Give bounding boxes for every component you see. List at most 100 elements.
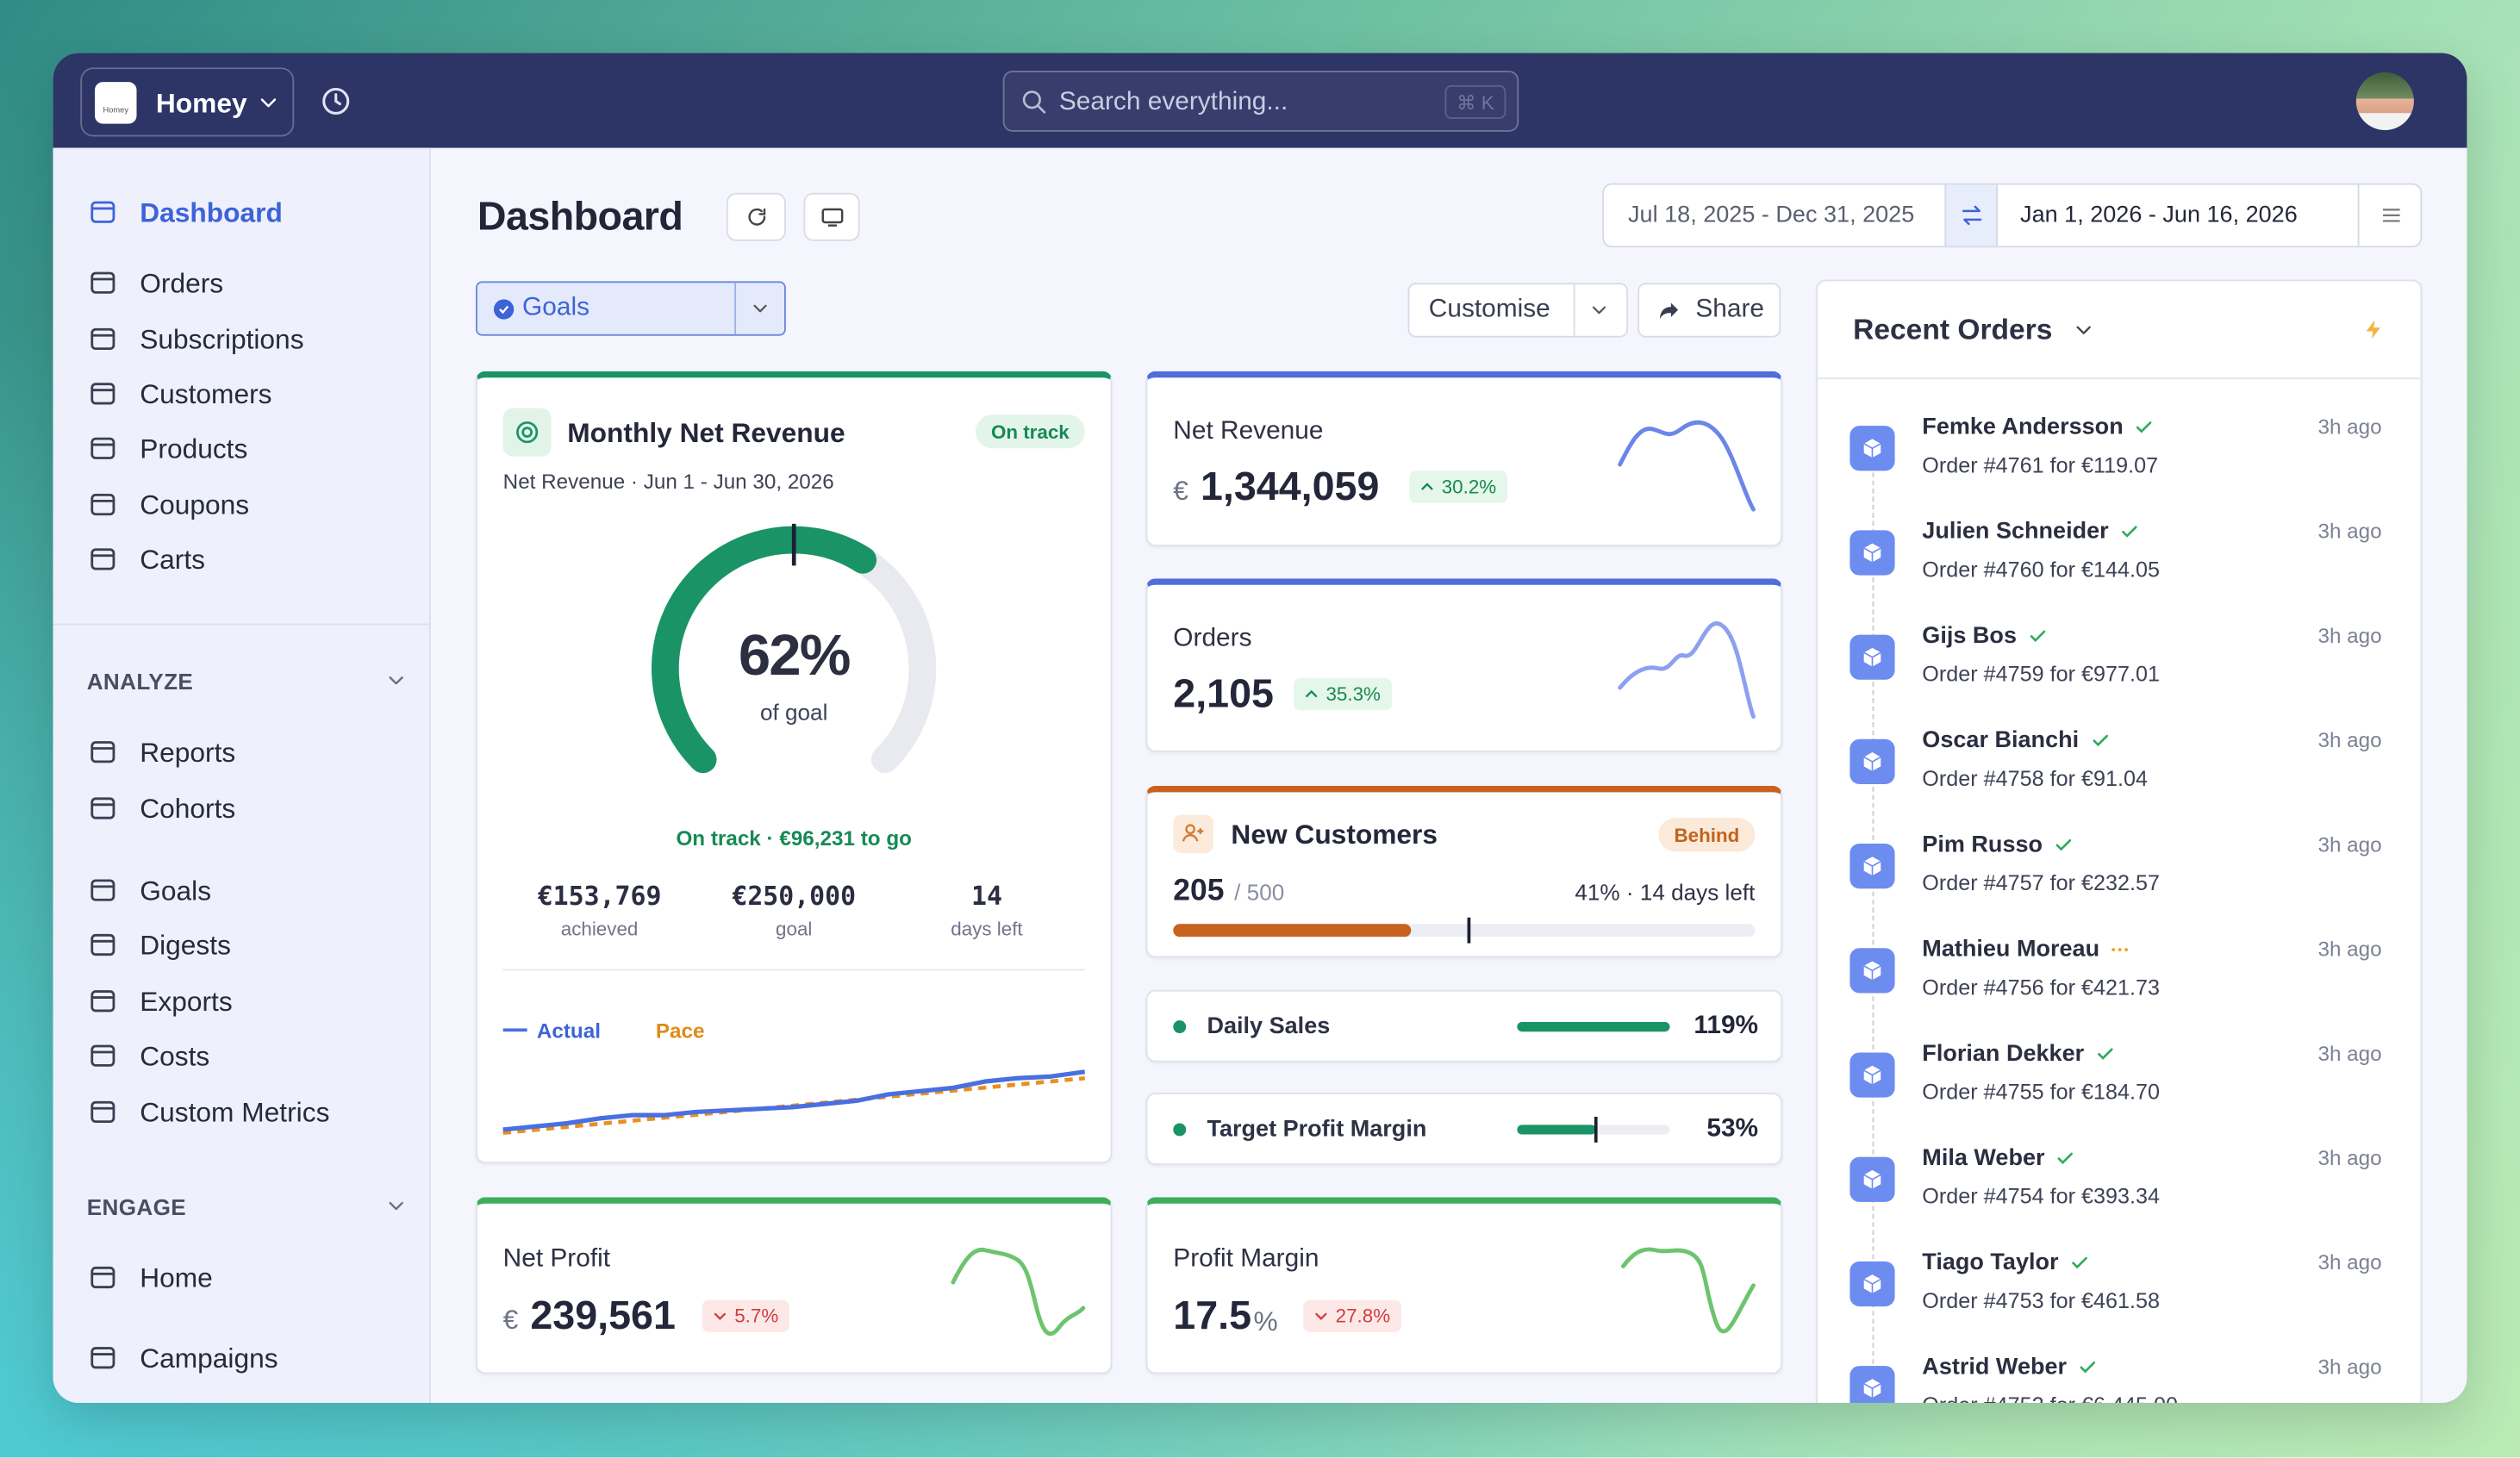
nav-icon [90,548,115,570]
icon-shape [1863,965,1881,981]
gauge-percent: 62% [738,621,851,688]
order-icon [1849,634,1895,680]
customer-name[interactable]: Florian Dekker [1922,1040,2085,1067]
status-text: On track [990,420,1070,443]
icon-shape [1863,1278,1881,1293]
nav-item[interactable]: Exports [140,986,233,1017]
nav-icon [90,797,115,819]
date-range-compare[interactable]: Jan 1, 2026 - Jun 16, 2026 [2020,202,2298,228]
nav-item[interactable]: Subscriptions [140,323,304,355]
recent-orders-panel: Recent Orders Femke Andersson Order #4761 … [1816,279,2423,1403]
icon-shape [2112,948,2116,951]
change-badge: 5.7% [702,1299,790,1332]
nav-item[interactable]: Costs [140,1040,210,1071]
collapse-icon [389,676,403,685]
page-title: Dashboard [477,193,683,239]
customer-name[interactable]: Astrid Weber [1922,1354,2068,1380]
goal-percent: 119% [1694,1012,1759,1040]
icon-shape [1863,860,1881,876]
currency: € [502,1304,519,1335]
icon-shape [1022,90,1041,109]
nav-icon [90,437,115,459]
icon-shape [1421,483,1433,490]
nav-item[interactable]: Products [140,433,248,464]
view-select[interactable]: Goals [475,281,786,336]
panel-title[interactable]: Recent Orders [1853,313,2053,346]
icon-shape [90,990,115,1012]
goal-name: Daily Sales [1207,1013,1331,1040]
customer-name[interactable]: Mila Weber [1922,1145,2045,1171]
share-button[interactable]: Share [1637,283,1781,338]
workspace-switcher[interactable]: Homey Homey [80,67,295,137]
shortcut-text: ⌘ K [1456,91,1494,115]
app-window: Homey Homey Search everything... ⌘ K Dashboa… [53,53,2467,1403]
nav-item[interactable]: Cohorts [140,793,236,824]
order-summary: Order #4753 for €461.58 [1922,1289,2161,1314]
swap-icon [1962,205,1982,226]
card-title: Profit Margin [1173,1245,1319,1273]
order-time: 3h ago [2317,832,2382,857]
customise-button[interactable]: Customise [1407,283,1629,338]
customer-name[interactable]: Pim Russo [1922,832,2043,858]
icon-shape [1863,651,1881,667]
button-label: Customise [1428,296,1550,323]
metric-card: Net Revenue €1,344,059 30.2% [1145,371,1783,547]
nav-item[interactable]: Carts [140,544,205,575]
refresh-button[interactable] [726,192,786,241]
status-check [2057,1152,2074,1165]
customer-name[interactable]: Oscar Bianchi [1922,727,2080,754]
nav-item[interactable]: Campaigns [140,1343,278,1374]
icon-shape [1863,443,1881,458]
customer-name[interactable]: Julien Schneider [1922,518,2109,545]
nav-item[interactable]: Digests [140,929,231,961]
order-time: 3h ago [2317,1144,2382,1169]
box-icon [1863,1379,1881,1399]
change-arrow [714,1312,727,1321]
order-summary: Order #4761 for €119.07 [1922,453,2159,478]
logo-text: Homey [103,105,129,115]
card-title: New Customers [1231,819,1438,850]
icon-shape [2030,630,2045,642]
user-avatar[interactable] [2355,72,2414,131]
nav-item[interactable]: Dashboard [140,196,283,227]
date-range-primary[interactable]: Jul 18, 2025 - Dec 31, 2025 [1628,202,1915,228]
goal-value: 205 [1173,873,1225,907]
nav-icon [90,1044,115,1067]
nav-item[interactable]: Coupons [140,489,250,520]
menu-button[interactable] [2357,184,2423,246]
nav-item[interactable]: Reports [140,737,236,768]
pace-marker [1594,1117,1598,1143]
card-title: Monthly Net Revenue [567,416,845,448]
nav-icon [90,879,115,901]
icon-shape [714,1312,727,1321]
icon-shape [1660,302,1679,320]
nav-icon [90,327,115,351]
display-button[interactable] [803,192,860,241]
nav-item[interactable]: Orders [140,267,224,298]
box-icon [1863,439,1881,458]
metric-value: 1,344,059 [1201,463,1380,509]
nav-item[interactable]: Home [140,1262,213,1293]
stat-value: 14 [971,880,1002,912]
search-box[interactable]: Search everything... ⌘ K [1002,71,1519,132]
icon-shape [2092,734,2108,747]
icon-shape [1618,621,1756,720]
search-placeholder: Search everything... [1058,88,1288,116]
customer-name[interactable]: Femke Andersson [1922,414,2124,440]
goal-icon [516,421,539,444]
icon-shape [90,437,115,459]
swap-button[interactable] [1944,184,1998,246]
nav-item[interactable]: Goals [140,875,212,906]
nav-item[interactable]: Customers [140,378,272,409]
history-icon [322,87,350,115]
nav-item[interactable]: Custom Metrics [140,1096,330,1128]
goal-progress-card: New Customers Behind 205 / 500 41% · 14 days… [1145,785,1783,958]
metric-value: 17.5 [1173,1293,1252,1338]
customer-name[interactable]: Gijs Bos [1922,623,2017,649]
customer-name[interactable]: Mathieu Moreau [1922,936,2100,963]
icon-shape [821,208,844,224]
icon-shape [1621,1247,1756,1334]
sparkline [1621,1247,1756,1334]
customer-name[interactable]: Tiago Taylor [1922,1249,2059,1276]
change-text: 27.8% [1335,1305,1391,1328]
